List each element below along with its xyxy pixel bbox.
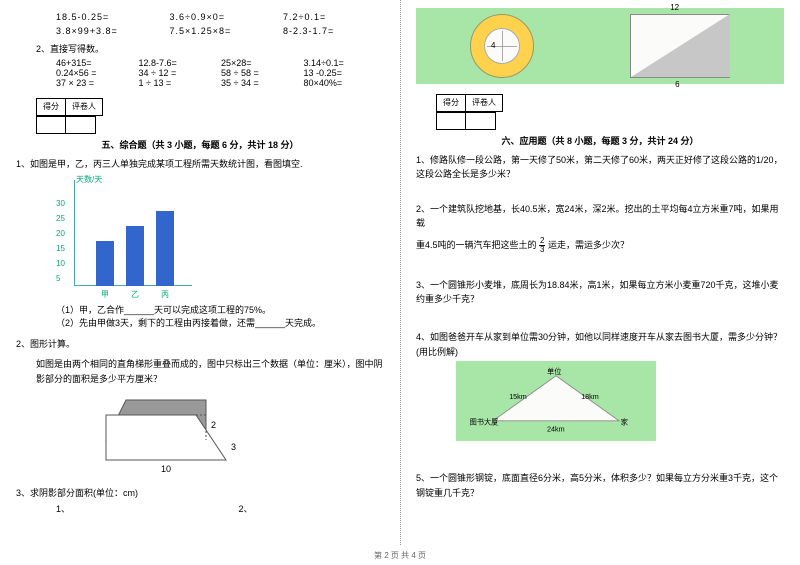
y-tick: 25	[56, 214, 65, 223]
triangle-shade	[631, 14, 730, 77]
q6-2b: 重4.5吨的一辆汽车把这些土的 2 3 运走，需运多少次？	[416, 237, 784, 254]
eq: 34 ÷ 12 =	[139, 68, 219, 78]
equation-row-2: 3.8×99+3.8= 7.5×1.25×8= 8-2.3-1.7=	[56, 26, 384, 36]
y-tick: 20	[56, 229, 65, 238]
eq: 3.8×99+3.8=	[56, 26, 166, 36]
eq: 18.5-0.25=	[56, 12, 166, 22]
score-blank	[436, 112, 466, 130]
score-box-blank	[36, 116, 384, 134]
page: 18.5-0.25= 3.6÷0.9×0= 7.2÷0.1= 3.8×99+3.…	[0, 0, 800, 565]
eq: 25×28=	[221, 58, 301, 68]
q2b-pre: 重4.5吨的一辆汽车把这些土的	[416, 239, 537, 249]
right-vertex: 家	[621, 418, 628, 427]
bottom-dim: 6	[675, 80, 679, 89]
ring-figure: 4	[470, 14, 534, 78]
y-tick: 30	[56, 199, 65, 208]
bar-bing	[156, 211, 174, 286]
right-edge-label: 18km	[581, 392, 599, 401]
triangle-svg: 单位 15km 18km 图书大厦 家 24km	[460, 365, 652, 437]
score-box-blank	[436, 112, 784, 130]
score-label: 得分	[36, 98, 66, 116]
score-blank	[36, 116, 66, 134]
radius-label: 4	[491, 41, 495, 50]
section-6-title: 六、应用题（共 8 小题，每题 3 分，共计 24 分）	[416, 134, 784, 147]
rect-triangle-figure: 12 6	[630, 14, 730, 78]
y-tick: 5	[56, 274, 60, 283]
y-tick: 15	[56, 244, 65, 253]
bar-jia	[96, 241, 114, 286]
marker-blank	[66, 116, 96, 134]
marker-blank	[466, 112, 496, 130]
eq: 8-2.3-1.7=	[283, 26, 334, 36]
q2-text: 如图是由两个相同的直角梯形重叠而成的，图中只标出三个数据（单位：厘米），图中阴影…	[36, 357, 384, 386]
y-axis	[74, 180, 75, 286]
svg-text:2: 2	[211, 420, 216, 430]
eq: 7.2÷0.1=	[283, 12, 326, 22]
figure-box: 4 12 6	[416, 8, 784, 84]
eq: 7.5×1.25×8=	[170, 26, 280, 36]
triangle-map: 单位 15km 18km 图书大厦 家 24km	[456, 361, 656, 441]
base-label: 24km	[547, 425, 565, 434]
x-label: 甲	[101, 289, 109, 300]
eq: 35 ÷ 34 =	[221, 78, 301, 88]
q3-parts: 1、 2、	[56, 502, 384, 515]
y-axis-title: 天数/天	[76, 174, 102, 185]
marker-label: 评卷人	[466, 94, 503, 112]
section-5-title: 五、综合题（共 3 小题，每题 6 分，共计 18 分）	[16, 138, 384, 151]
svg-text:3: 3	[231, 442, 236, 452]
eq-grid-row: 37 × 23 = 1 ÷ 13 = 35 ÷ 34 = 80×40%=	[56, 78, 384, 88]
q5-1: 1、如图是甲，乙，丙三人单独完成某项工程所需天数统计图，看图填空.	[16, 157, 384, 171]
q3-1: 1、	[56, 502, 236, 515]
eq: 80×40%=	[304, 78, 343, 88]
q2-label: 2、图形计算。	[16, 337, 384, 351]
q6-5: 5、一个圆锥形钢锭，底面直径6分米，高5分米，体积多少？如果每立方分米重3千克，…	[416, 471, 784, 500]
eq: 13 -0.25=	[304, 68, 342, 78]
equation-grid: 46+315= 12.8-7.6= 25×28= 3.14÷0.1= 0.24×…	[56, 58, 384, 88]
q6-2a: 2、一个建筑队挖地基，长40.5米，宽24米，深2米。挖出的土平均每4立方米重7…	[416, 202, 784, 231]
eq: 1 ÷ 13 =	[139, 78, 219, 88]
eq: 12.8-7.6=	[139, 58, 219, 68]
apex-label: 单位	[547, 367, 561, 376]
eq: 58 ÷ 58 =	[221, 68, 301, 78]
q3-2: 2、	[239, 504, 253, 514]
score-box: 得分 评卷人	[36, 98, 384, 116]
trapezoid-svg: 2 3 10	[76, 390, 256, 480]
page-footer: 第 2 页 共 4 页	[0, 550, 800, 561]
marker-label: 评卷人	[66, 98, 103, 116]
eq: 3.6÷0.9×0=	[170, 12, 280, 22]
score-label: 得分	[436, 94, 466, 112]
left-column: 18.5-0.25= 3.6÷0.9×0= 7.2÷0.1= 3.8×99+3.…	[0, 0, 400, 565]
svg-text:10: 10	[161, 464, 171, 474]
score-box: 得分 评卷人	[436, 94, 784, 112]
frac-den: 3	[539, 246, 545, 254]
eq: 37 × 23 =	[56, 78, 136, 88]
eq: 46+315=	[56, 58, 136, 68]
fraction: 2 3	[539, 237, 545, 254]
q6-3: 3、一个圆锥形小麦堆，底周长为18.84米，高1米，如果每立方米小麦重720千克…	[416, 278, 784, 307]
equation-row-1: 18.5-0.25= 3.6÷0.9×0= 7.2÷0.1=	[56, 12, 384, 22]
q6-4: 4、如图爸爸开车从家到单位需30分钟，如他以同样速度开车从家去图书大厦，需多少分…	[416, 330, 784, 359]
q2b-post: 运走，需运多少次？	[548, 239, 629, 249]
inner-circle: 4	[484, 28, 520, 64]
x-label: 乙	[131, 289, 139, 300]
direct-write-label: 2、直接写得数。	[36, 42, 384, 56]
eq: 0.24×56 =	[56, 68, 136, 78]
q1-sub1: （1）甲，乙合作______天可以完成这项工程的75%。	[56, 304, 384, 318]
trapezoid-figure: 2 3 10	[76, 390, 256, 480]
bar-yi	[126, 226, 144, 286]
left-vertex: 图书大厦	[470, 418, 499, 427]
right-column: 4 12 6 得分 评卷人 六、应用题（共 8 小题，每题 3 分，共计 24 …	[400, 0, 800, 565]
eq-grid-row: 0.24×56 = 34 ÷ 12 = 58 ÷ 58 = 13 -0.25=	[56, 68, 384, 78]
eq: 3.14÷0.1=	[304, 58, 344, 68]
bar-chart: 天数/天 5 10 15 20 25 30 甲 乙 丙	[46, 180, 206, 300]
y-tick: 10	[56, 259, 65, 268]
eq-grid-row: 46+315= 12.8-7.6= 25×28= 3.14÷0.1=	[56, 58, 384, 68]
x-label: 丙	[161, 289, 169, 300]
q1-sub2: （2）先由甲做3天，剩下的工程由丙接着做，还需______天完成。	[56, 317, 384, 331]
q6-1: 1、修路队修一段公路，第一天修了50米，第二天修了60米，两天正好修了这段公路的…	[416, 153, 784, 182]
left-edge-label: 15km	[509, 392, 527, 401]
top-dim: 12	[670, 3, 679, 12]
q3: 3、求阴影部分面积(单位：cm)	[16, 486, 384, 500]
